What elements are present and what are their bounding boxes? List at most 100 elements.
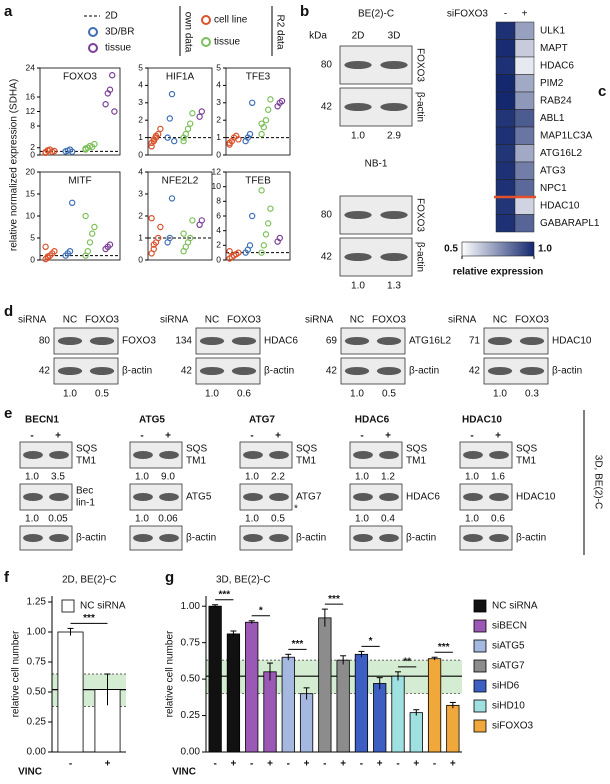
- data-point: [226, 247, 233, 255]
- heatmap-cell: [514, 179, 535, 198]
- protein-label: SQS: [186, 444, 207, 455]
- blot-band: [463, 493, 483, 501]
- heatmap-cell: [495, 109, 516, 128]
- blot-band: [159, 534, 179, 542]
- protein-label: β-actin: [296, 533, 326, 544]
- x-tick-label: -: [213, 759, 216, 770]
- y-tick-label: 1.25: [27, 597, 47, 608]
- y-axis-label: relative cell number: [11, 630, 22, 717]
- x-tick-label: -: [360, 759, 363, 770]
- bar: [373, 683, 387, 753]
- y-tick-label: 5: [138, 62, 143, 72]
- data-point: [262, 231, 270, 238]
- data-point: [198, 217, 205, 224]
- row-label: RAB24: [540, 95, 572, 106]
- legend-marker: [201, 37, 211, 47]
- y-tick-label: 8: [30, 120, 35, 130]
- blot-band: [159, 451, 179, 459]
- y-tick-label: 3: [138, 97, 143, 107]
- kda-label: 42: [326, 366, 338, 377]
- heatmap-cell: [495, 196, 516, 215]
- y-tick-label: 2: [138, 210, 143, 220]
- legend-label: 2D: [105, 11, 118, 22]
- quantification: 9.0: [161, 472, 175, 483]
- y-tick-label: 20: [26, 166, 36, 176]
- quantification: 1.0: [350, 389, 364, 400]
- protein-label: SQS: [406, 444, 427, 455]
- protein-label: HDAC10: [552, 336, 592, 347]
- data-point: [258, 130, 265, 138]
- row-label: GABARAPL1: [540, 218, 600, 229]
- data-point: [111, 108, 118, 115]
- blot-band: [489, 493, 509, 501]
- row-label: ATG3: [540, 165, 566, 176]
- data-point: [106, 86, 114, 93]
- blot-band: [379, 493, 399, 501]
- data-point: [157, 125, 164, 133]
- row-label: ULK1: [540, 25, 565, 36]
- kda-label: 42: [321, 252, 333, 263]
- quantification: 1.0: [493, 389, 507, 400]
- blot-band: [243, 451, 263, 459]
- chart-title: NFE2L2: [162, 176, 199, 187]
- blot-band: [243, 534, 263, 542]
- lane-label: +: [165, 431, 171, 442]
- data-point: [91, 223, 98, 231]
- y-tick-label: 3: [138, 188, 143, 198]
- data-point: [246, 130, 254, 138]
- x-tick-label: -: [250, 759, 253, 770]
- legend-label: siATG5: [492, 641, 525, 652]
- chart-title: FOXO3: [63, 72, 97, 83]
- x-tick-label: +: [105, 759, 111, 770]
- data-point: [186, 120, 194, 127]
- quantification: 1.0: [245, 514, 259, 525]
- heatmap-cell: [514, 56, 535, 75]
- y-tick-label: 10: [26, 210, 36, 220]
- blot-band: [269, 451, 289, 459]
- data-point: [258, 249, 265, 256]
- quantification: 1.3: [387, 281, 401, 292]
- data-point: [180, 137, 187, 145]
- significance: ***: [218, 589, 230, 600]
- blot-band: [380, 61, 408, 69]
- legend-label: tissue: [105, 43, 132, 54]
- data-point: [196, 113, 203, 120]
- legend-label: NC siRNA: [80, 601, 126, 612]
- blot-band: [133, 493, 153, 501]
- data-point: [66, 247, 74, 255]
- kda-label: 80: [321, 210, 333, 221]
- quantification: 1.0: [351, 131, 365, 142]
- legend-label: siBECN: [492, 621, 527, 632]
- row-label: MAP1LC3A: [540, 130, 593, 141]
- quantification: 0.5: [382, 389, 396, 400]
- data-point: [150, 245, 157, 253]
- heatmap-cell: [514, 196, 535, 215]
- y-tick-label: 4: [216, 80, 221, 90]
- bar: [446, 704, 460, 753]
- lane-label: NC: [63, 315, 77, 326]
- blot-band: [269, 493, 289, 501]
- row-label: HDAC6: [540, 60, 574, 71]
- protein-label: SQS: [76, 444, 97, 455]
- legend-swatch: [473, 619, 487, 633]
- quantification: 1.0: [63, 389, 77, 400]
- heatmap-cell: [514, 39, 535, 58]
- data-point: [262, 116, 270, 124]
- y-tick-label: 2: [216, 114, 221, 124]
- y-tick-label: 5: [30, 232, 35, 242]
- row-label: MAPT: [540, 43, 568, 54]
- legend-label: cell line: [214, 15, 248, 26]
- lane-label: +: [275, 431, 281, 442]
- protein-label: β-actin: [264, 366, 294, 377]
- plot-frame: [147, 67, 213, 156]
- band: [206, 660, 462, 694]
- protein-label: Bec: [76, 486, 93, 497]
- significance: ***: [292, 639, 304, 650]
- heatmap-cell: [495, 74, 516, 93]
- x-axis-label: VINC: [18, 767, 42, 778]
- heatmap-cell: [495, 21, 516, 40]
- y-tick-label: 0.25: [181, 710, 201, 721]
- quantification: 1.0: [465, 514, 479, 525]
- protein-label: ATG7: [296, 492, 322, 503]
